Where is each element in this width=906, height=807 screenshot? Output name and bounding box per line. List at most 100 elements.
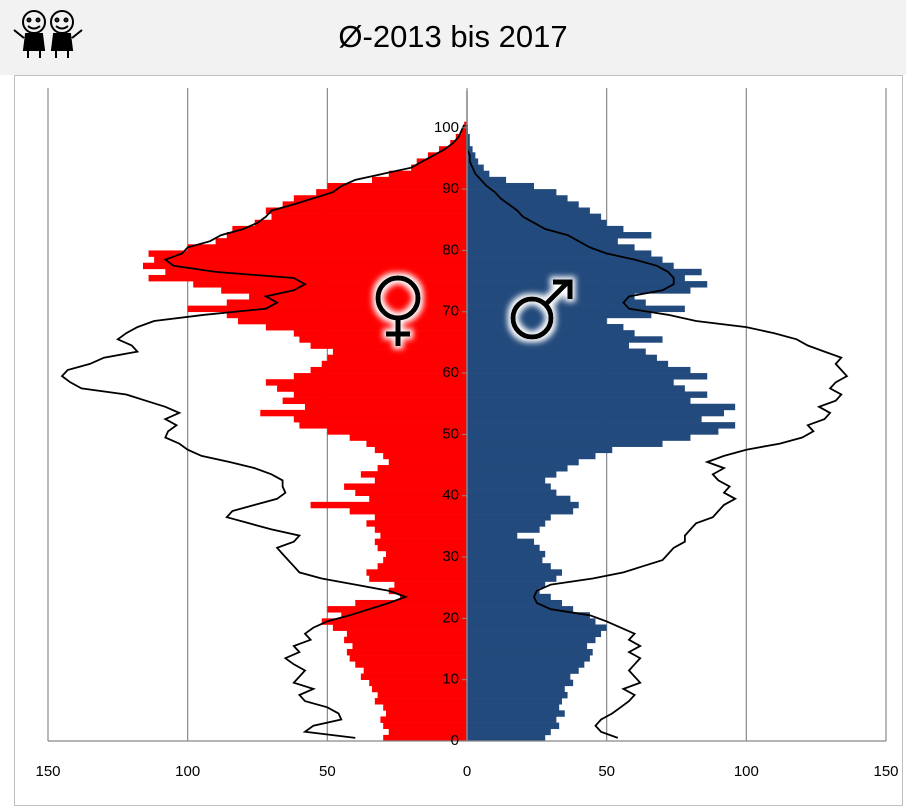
bar bbox=[427, 152, 467, 159]
bar bbox=[215, 238, 467, 245]
x-tick-label: 50 bbox=[319, 763, 336, 780]
bar bbox=[293, 416, 467, 423]
bar bbox=[385, 710, 467, 717]
bar bbox=[193, 281, 467, 288]
bar bbox=[282, 397, 467, 405]
bar bbox=[299, 336, 467, 343]
bar bbox=[467, 348, 646, 355]
bar bbox=[374, 698, 467, 705]
bar bbox=[304, 403, 467, 411]
bar bbox=[467, 416, 702, 423]
bar bbox=[467, 244, 635, 251]
bar bbox=[467, 642, 588, 650]
y-tick-label: 30 bbox=[442, 548, 459, 565]
bar bbox=[467, 710, 565, 717]
bar bbox=[467, 655, 590, 662]
bar bbox=[467, 465, 568, 472]
bar bbox=[467, 446, 613, 454]
bar bbox=[467, 391, 708, 398]
bar bbox=[369, 679, 467, 687]
x-tick-label: 0 bbox=[463, 763, 471, 780]
bar bbox=[467, 397, 691, 405]
bar bbox=[346, 649, 467, 656]
bar bbox=[467, 722, 560, 730]
axes: 150 100 50 0 50 100 150 0 10 20 30 40 50 60 70 80 90 100 bbox=[35, 91, 899, 780]
bar bbox=[450, 140, 467, 147]
bar bbox=[467, 550, 546, 558]
bar bbox=[380, 716, 467, 723]
bar bbox=[467, 495, 571, 503]
bar bbox=[467, 569, 562, 576]
bar bbox=[352, 642, 467, 650]
bar bbox=[467, 514, 551, 521]
bar bbox=[374, 477, 467, 484]
bar bbox=[377, 465, 467, 472]
bar bbox=[467, 606, 574, 613]
bar bbox=[467, 526, 540, 533]
bar bbox=[467, 428, 719, 435]
bar bbox=[467, 170, 490, 178]
bar bbox=[321, 360, 467, 368]
bar bbox=[467, 704, 560, 711]
bar bbox=[467, 238, 618, 245]
bar bbox=[260, 409, 467, 417]
bar bbox=[366, 520, 467, 527]
bar bbox=[310, 342, 467, 349]
bar bbox=[226, 232, 467, 239]
bar bbox=[369, 495, 467, 503]
bar bbox=[327, 428, 467, 435]
bar bbox=[346, 630, 467, 638]
bar bbox=[282, 201, 467, 208]
bar bbox=[467, 520, 546, 527]
x-tick-label: 100 bbox=[175, 763, 200, 780]
bar bbox=[293, 373, 467, 380]
bar bbox=[165, 268, 467, 276]
bar bbox=[467, 324, 624, 331]
bar bbox=[467, 274, 685, 282]
bar bbox=[467, 256, 663, 263]
bar bbox=[310, 501, 467, 509]
bar bbox=[467, 164, 484, 172]
bar bbox=[467, 299, 646, 306]
bar bbox=[332, 348, 467, 355]
bar bbox=[187, 305, 467, 313]
line bbox=[60, 124, 466, 739]
bar bbox=[467, 667, 579, 674]
lines bbox=[60, 124, 849, 739]
x-tick-label: 150 bbox=[873, 763, 898, 780]
y-tick-label: 90 bbox=[442, 180, 459, 197]
bar bbox=[377, 691, 467, 699]
bar bbox=[467, 140, 470, 147]
bar bbox=[374, 446, 467, 454]
bar bbox=[380, 532, 467, 539]
bar bbox=[467, 587, 540, 595]
bar bbox=[321, 618, 467, 625]
bar bbox=[394, 581, 467, 588]
bar bbox=[416, 158, 467, 165]
bar bbox=[467, 409, 724, 417]
bar bbox=[316, 189, 467, 196]
bar bbox=[467, 716, 557, 723]
female-symbol bbox=[375, 275, 421, 346]
bar bbox=[467, 133, 470, 141]
bar bbox=[467, 281, 708, 288]
bar bbox=[467, 471, 557, 478]
bar bbox=[467, 158, 479, 165]
bar bbox=[467, 330, 635, 337]
bar bbox=[467, 691, 568, 699]
bar bbox=[467, 630, 602, 638]
bar bbox=[467, 728, 551, 736]
header bbox=[0, 0, 906, 75]
bar bbox=[327, 182, 467, 190]
bar bbox=[467, 219, 607, 227]
chart-frame bbox=[14, 75, 903, 806]
y-tick-label: 100 bbox=[434, 119, 459, 136]
bar bbox=[467, 507, 574, 515]
bar bbox=[467, 422, 736, 429]
bar bbox=[467, 213, 602, 221]
y-tick-label: 70 bbox=[442, 303, 459, 320]
bar bbox=[467, 403, 736, 411]
bar bbox=[467, 268, 702, 276]
bar bbox=[374, 526, 467, 533]
